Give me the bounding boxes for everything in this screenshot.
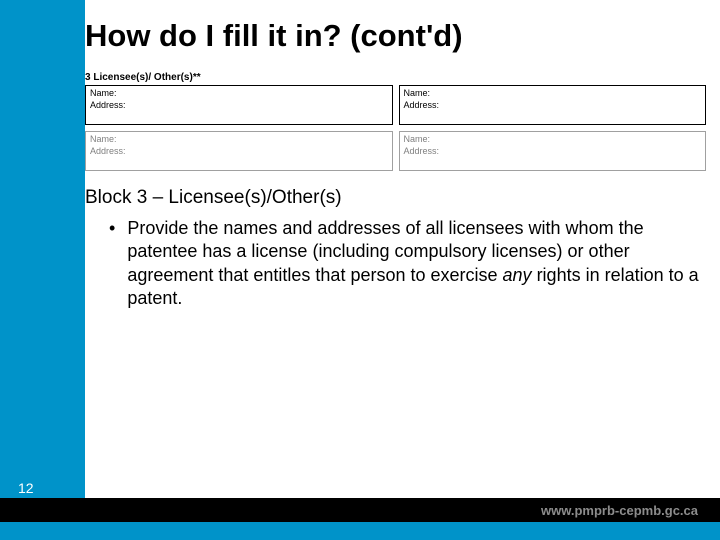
page-number: 12	[18, 480, 34, 496]
name-label: Name:	[404, 134, 702, 146]
footer-url: www.pmprb-cepmb.gc.ca	[541, 503, 698, 518]
left-accent-bar	[0, 0, 85, 540]
address-label: Address:	[90, 100, 388, 112]
block-3-label: Block 3 – Licensee(s)/Other(s)	[85, 187, 706, 209]
form-row-2: Name: Address: Name: Address:	[85, 131, 706, 171]
form-block-3: 3 Licensee(s)/ Other(s)** Name: Address:…	[85, 72, 706, 171]
name-label: Name:	[90, 134, 388, 146]
address-label: Address:	[404, 146, 702, 158]
address-label: Address:	[404, 100, 702, 112]
address-label: Address:	[90, 146, 388, 158]
slide-title: How do I fill it in? (cont'd)	[85, 18, 706, 54]
form-cell: Name: Address:	[85, 85, 393, 125]
form-cell: Name: Address:	[399, 85, 707, 125]
bullet-text: Provide the names and addresses of all l…	[127, 217, 706, 311]
bullet-emphasis: any	[503, 265, 532, 285]
bullet-item: • Provide the names and addresses of all…	[85, 217, 706, 311]
footer-bar-blue	[0, 522, 720, 540]
name-label: Name:	[90, 88, 388, 100]
form-row-1: Name: Address: Name: Address:	[85, 85, 706, 125]
form-section-heading: 3 Licensee(s)/ Other(s)**	[85, 72, 706, 83]
bullet-marker: •	[109, 217, 115, 311]
slide-content: How do I fill it in? (cont'd) 3 Licensee…	[85, 18, 706, 311]
form-cell: Name: Address:	[399, 131, 707, 171]
name-label: Name:	[404, 88, 702, 100]
form-cell: Name: Address:	[85, 131, 393, 171]
